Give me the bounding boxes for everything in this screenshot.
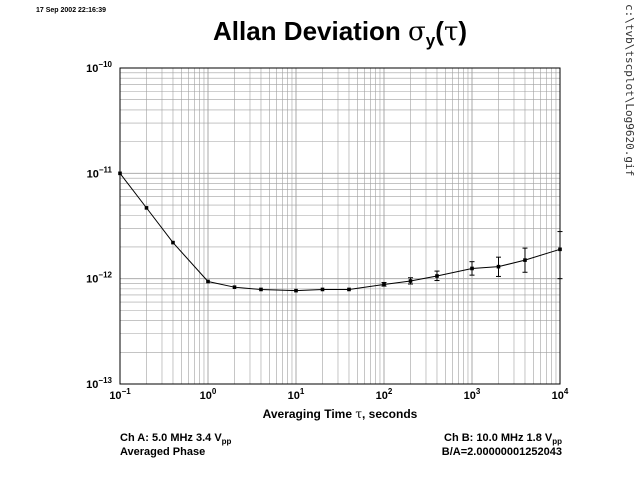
- x-tick-label: 102: [376, 387, 393, 402]
- data-point: [558, 247, 562, 252]
- title-text: Allan Deviation: [213, 16, 409, 46]
- data-point: [294, 288, 298, 293]
- title-tau: τ: [443, 17, 459, 47]
- data-point: [320, 287, 325, 292]
- data-point: [408, 279, 413, 283]
- x-tick-label: 10−1: [109, 387, 131, 402]
- x-axis-label-tau: τ: [355, 407, 362, 421]
- x-tick-label: 103: [464, 387, 481, 402]
- y-tick-labels: 10−10 10−11 10−12 10−13: [86, 60, 112, 391]
- y-tick-label: 10−11: [87, 165, 113, 180]
- channel-a-info: Ch A: 5.0 MHz 3.4 Vpp: [120, 432, 231, 446]
- data-point: [259, 287, 263, 292]
- data-point: [232, 285, 237, 289]
- data-point: [206, 279, 210, 284]
- title-subscript: y: [425, 31, 436, 51]
- plot-frame: [119, 67, 561, 385]
- data-point: [496, 264, 501, 269]
- data-point: [171, 240, 175, 245]
- channel-b-sub: pp: [552, 437, 562, 447]
- timestamp: 17 Sep 2002 22:16:39: [36, 7, 107, 14]
- series-group: [118, 171, 563, 293]
- y-tick-label: 10−12: [86, 271, 112, 286]
- data-point: [118, 171, 122, 176]
- x-tick-label: 101: [288, 387, 305, 402]
- title-close-paren: ): [458, 16, 467, 46]
- chart-title: Allan Deviation σy(τ): [120, 16, 560, 51]
- grid: [120, 68, 560, 384]
- x-axis-label: Averaging Time τ, seconds: [120, 407, 560, 421]
- channel-b-text: Ch B: 10.0 MHz 1.8 V: [444, 432, 553, 444]
- channel-a-text: Ch A: 5.0 MHz 3.4 V: [120, 432, 222, 444]
- data-point: [523, 258, 527, 262]
- data-point: [144, 206, 149, 210]
- y-tick-label: 10−13: [86, 376, 112, 391]
- channel-a-sub: pp: [221, 437, 232, 447]
- data-point: [382, 282, 386, 287]
- title-sigma: σ: [408, 17, 426, 47]
- data-point: [347, 287, 351, 292]
- x-axis-label-suffix: , seconds: [361, 407, 418, 421]
- x-tick-label: 104: [552, 387, 569, 402]
- title-open-paren: (: [435, 16, 444, 46]
- series-line: [119, 173, 561, 292]
- channel-b-info: Ch B: 10.0 MHz 1.8 Vpp: [444, 432, 562, 446]
- y-tick-label: 10−10: [86, 60, 112, 75]
- x-axis-label-prefix: Averaging Time: [262, 407, 356, 421]
- data-point: [470, 266, 474, 271]
- x-tick-labels: 10−1 100 101 102 103 104: [109, 387, 569, 402]
- data-point: [435, 274, 439, 278]
- frequency-ratio: B/A=2.00000001252043: [441, 446, 562, 458]
- measurement-mode: Averaged Phase: [120, 446, 206, 458]
- x-tick-label: 100: [200, 387, 217, 402]
